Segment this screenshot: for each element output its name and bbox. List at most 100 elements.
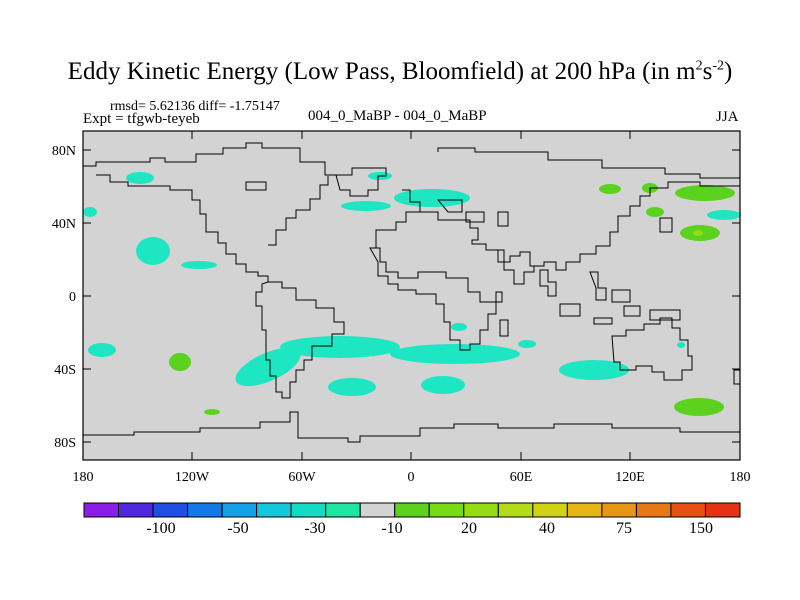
field-label: 004_0_MaBP - 004_0_MaBP bbox=[308, 108, 487, 124]
season-label: JJA bbox=[716, 109, 739, 125]
colorbar bbox=[83, 502, 741, 518]
lon-label-60e: 60E bbox=[510, 470, 533, 485]
colorbar-swatch bbox=[670, 502, 706, 518]
negative-patch bbox=[390, 344, 520, 364]
negative-patch bbox=[707, 210, 741, 220]
coastline bbox=[623, 305, 641, 317]
colorbar-swatch bbox=[221, 502, 258, 518]
colorbar-swatch bbox=[566, 502, 603, 518]
negative-patch bbox=[126, 172, 154, 184]
negative-patch bbox=[518, 340, 536, 348]
lat-label-80s: 80S bbox=[54, 436, 76, 451]
positive-patch bbox=[675, 185, 735, 201]
negative-patch bbox=[341, 201, 391, 211]
coastline bbox=[659, 217, 673, 233]
coastline bbox=[420, 181, 740, 271]
colorbar-swatch bbox=[532, 502, 568, 518]
lon-label-180e: 180 bbox=[730, 470, 751, 485]
colorbar-swatch bbox=[152, 502, 189, 518]
coastline bbox=[83, 411, 740, 443]
stats-label: rmsd= 5.62136 diff= -1.75147 bbox=[110, 99, 280, 114]
coastline bbox=[82, 142, 336, 176]
colorbar-swatch bbox=[256, 502, 292, 518]
colorbar-swatch bbox=[394, 502, 430, 518]
colorbar-label: -50 bbox=[227, 520, 248, 537]
coastline bbox=[255, 281, 345, 399]
negative-patch bbox=[83, 207, 97, 217]
coastline bbox=[497, 211, 509, 227]
positive-patch bbox=[646, 207, 664, 217]
colorbar-swatch bbox=[601, 502, 637, 518]
colorbar-swatch bbox=[497, 502, 534, 518]
negative-patch bbox=[451, 323, 467, 331]
colorbar-swatch bbox=[463, 502, 499, 518]
negative-patch bbox=[280, 336, 400, 358]
colorbar-swatch bbox=[325, 502, 361, 518]
colorbar-swatch bbox=[187, 502, 223, 518]
coastline bbox=[335, 167, 387, 197]
colorbar-swatch bbox=[428, 502, 465, 518]
negative-patch bbox=[677, 342, 685, 348]
coastline bbox=[539, 269, 557, 297]
coastline bbox=[436, 199, 463, 213]
negative-patch bbox=[88, 343, 116, 357]
coastline bbox=[649, 309, 681, 321]
chart-title: Eddy Kinetic Energy (Low Pass, Bloomfiel… bbox=[67, 58, 733, 85]
colorbar-label: -10 bbox=[381, 520, 402, 537]
positive-patch bbox=[169, 353, 191, 371]
experiment-label: Expt = tfgwb-teyeb bbox=[83, 111, 200, 127]
colorbar-swatch bbox=[118, 502, 154, 518]
coastline bbox=[496, 249, 535, 285]
coastline bbox=[611, 289, 631, 303]
negative-patch bbox=[235, 347, 301, 387]
colorbar-label: 20 bbox=[461, 520, 477, 537]
positive-patch bbox=[674, 398, 724, 416]
positive-anomaly-patches bbox=[169, 183, 735, 416]
coastline bbox=[245, 181, 267, 191]
coastline bbox=[465, 211, 485, 223]
negative-patch bbox=[328, 378, 376, 396]
coastline bbox=[369, 247, 503, 351]
colorbar-label: 75 bbox=[616, 520, 632, 537]
lat-label-40s: 40S bbox=[54, 363, 76, 378]
colorbar-swatch bbox=[83, 502, 120, 518]
lon-label-60w: 60W bbox=[288, 470, 316, 485]
colorbar-label: -30 bbox=[304, 520, 325, 537]
negative-anomaly-patches bbox=[83, 172, 741, 396]
lon-label-180w: 180 bbox=[73, 470, 94, 485]
colorbar-swatch bbox=[635, 502, 672, 518]
lat-tick-marks bbox=[83, 149, 740, 443]
coastlines bbox=[82, 142, 741, 443]
lon-label-120e: 120E bbox=[615, 470, 645, 485]
lat-label-40n: 40N bbox=[52, 217, 76, 232]
coastline bbox=[611, 317, 693, 381]
negative-patch bbox=[394, 189, 470, 207]
negative-patch bbox=[559, 360, 629, 380]
coastline bbox=[268, 176, 329, 246]
colorbar-label: -100 bbox=[146, 520, 175, 537]
coastline bbox=[559, 303, 581, 317]
positive-peak bbox=[693, 230, 703, 236]
positive-patch bbox=[204, 409, 220, 415]
coastline bbox=[96, 174, 269, 282]
coastline bbox=[499, 319, 509, 337]
lat-label-80n: 80N bbox=[52, 144, 76, 159]
lon-label-120w: 120W bbox=[175, 470, 210, 485]
negative-patch bbox=[136, 237, 170, 265]
lon-label-0: 0 bbox=[408, 470, 415, 485]
colorbar-label: 40 bbox=[539, 520, 555, 537]
lon-tick-marks bbox=[191, 131, 631, 460]
colorbar-swatch bbox=[290, 502, 327, 518]
lat-label-eq: 0 bbox=[69, 290, 76, 305]
negative-patch bbox=[421, 376, 465, 394]
ocean-background bbox=[83, 131, 740, 460]
colorbar-swatch bbox=[704, 502, 741, 518]
negative-patch bbox=[181, 261, 217, 269]
coastline bbox=[437, 147, 740, 179]
coastline bbox=[593, 317, 613, 325]
colorbar-swatch bbox=[359, 502, 396, 518]
positive-patch bbox=[599, 184, 621, 194]
colorbar-label: 150 bbox=[689, 520, 713, 537]
coastline bbox=[370, 189, 421, 249]
